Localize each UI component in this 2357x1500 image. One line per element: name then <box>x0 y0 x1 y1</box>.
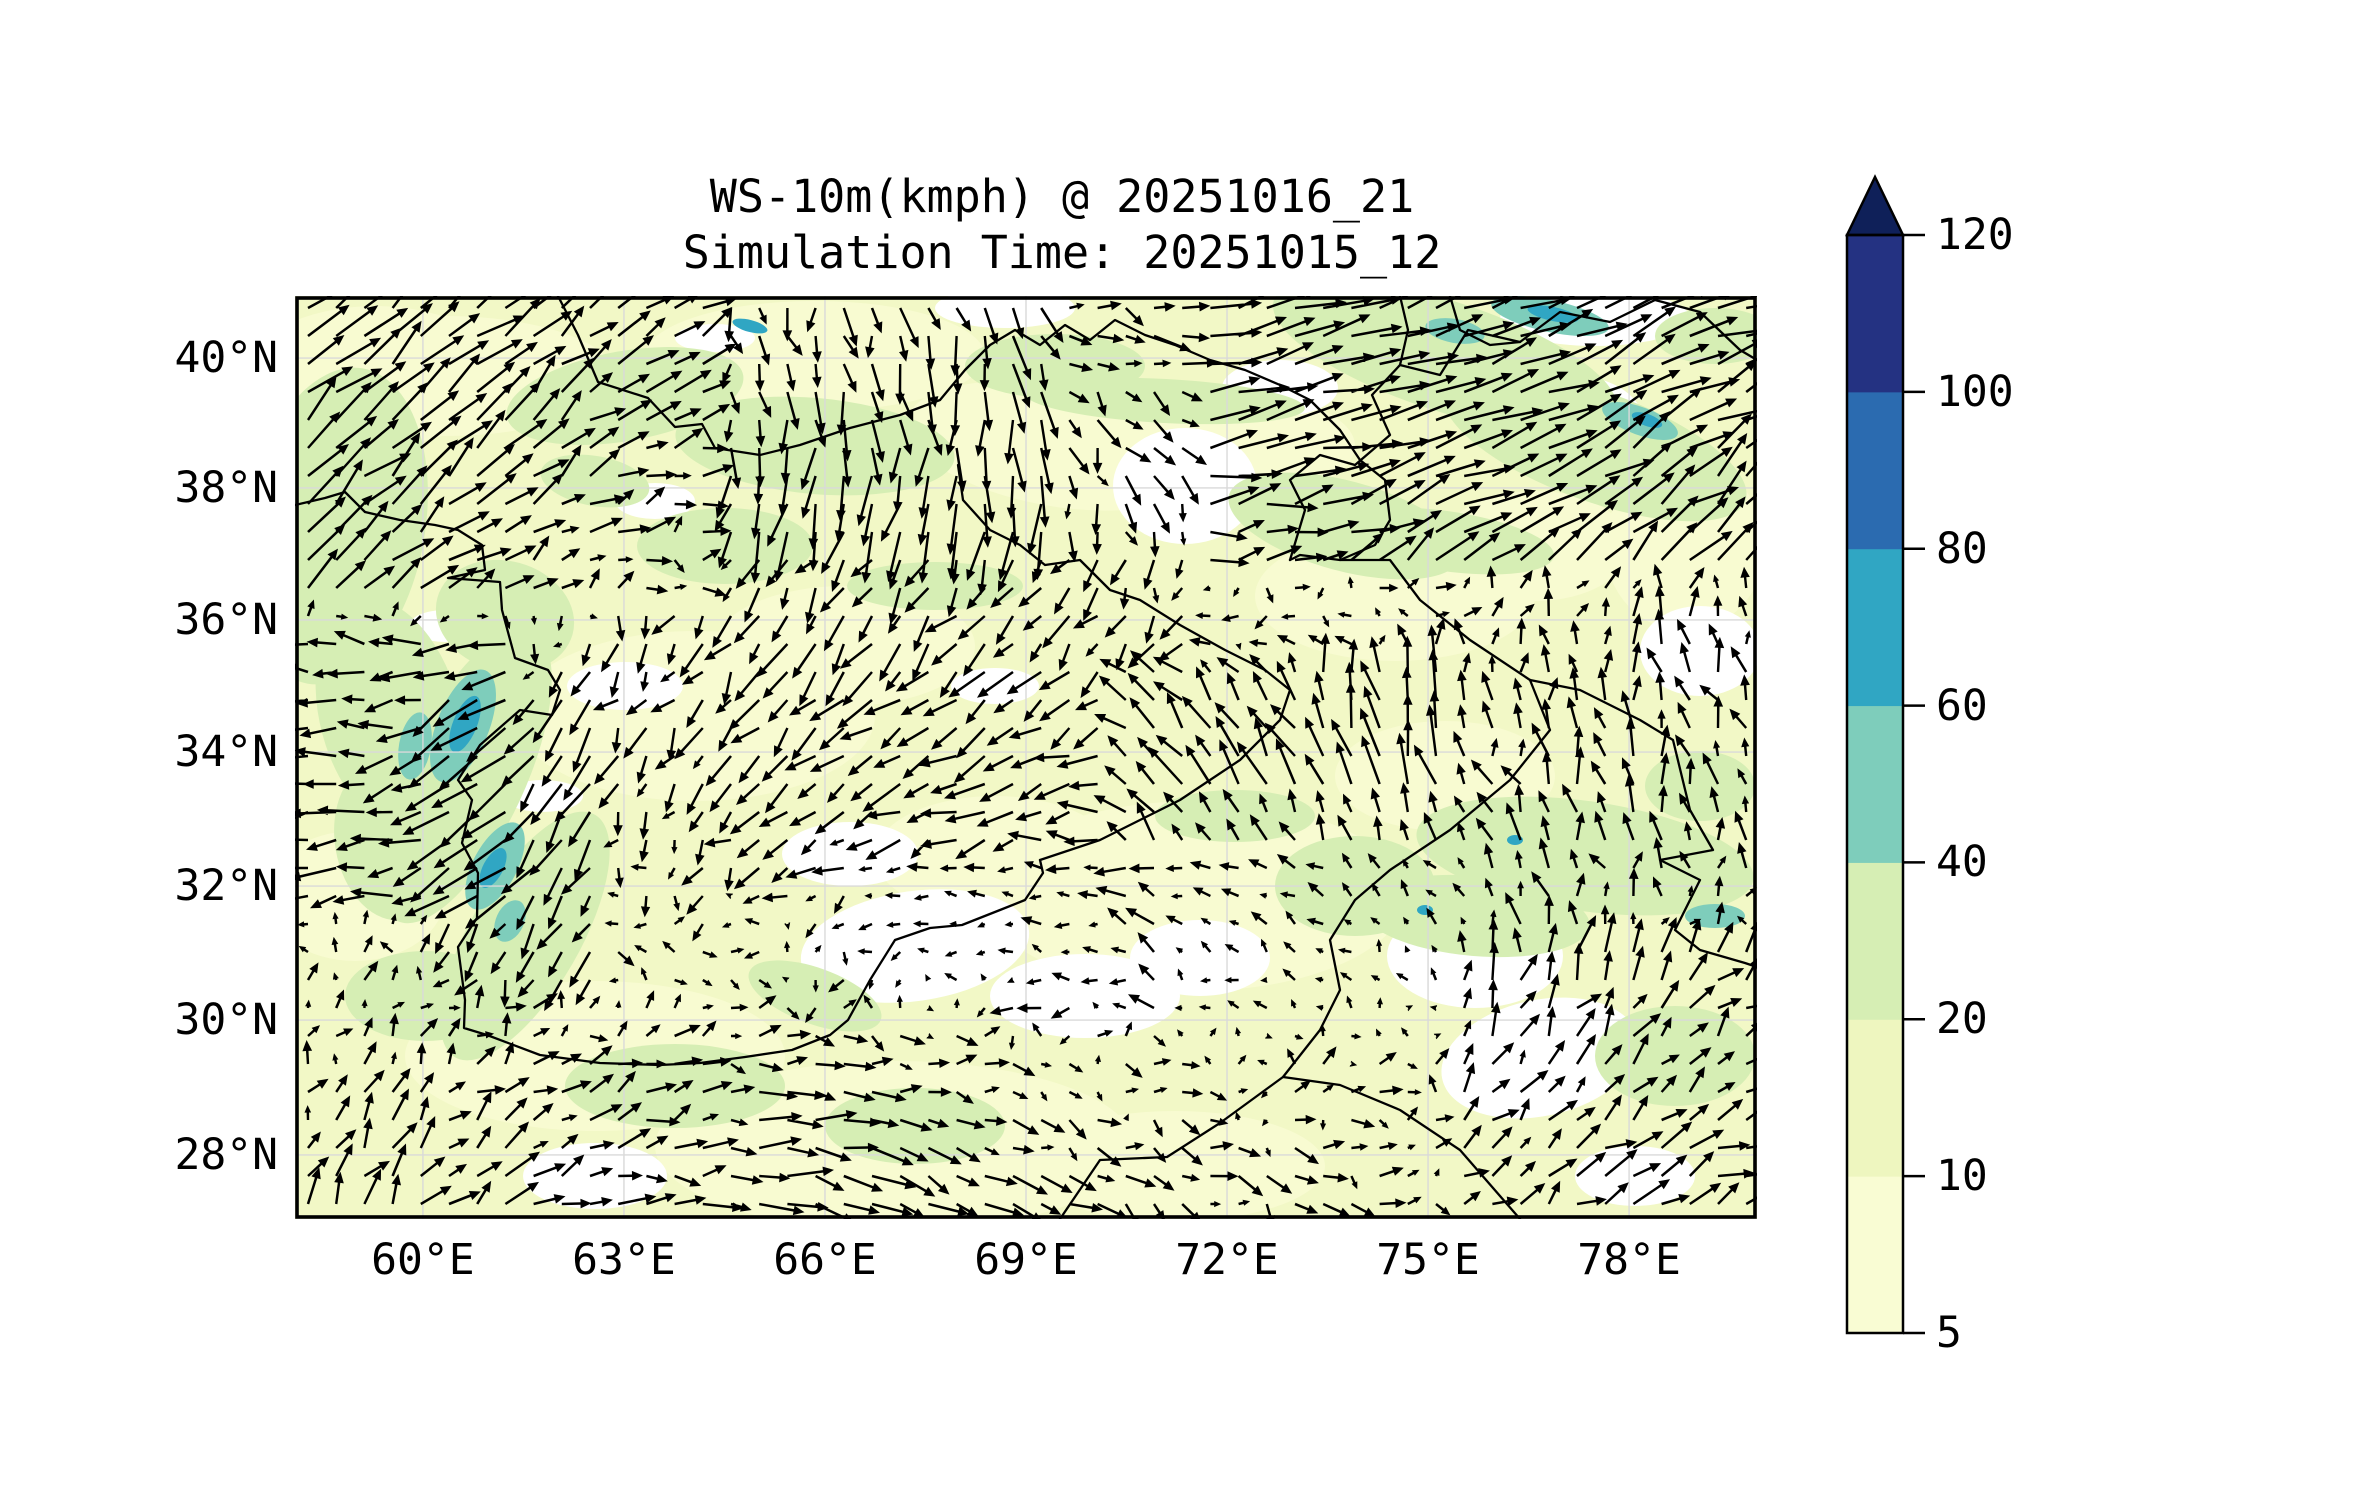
y-tick-label: 30°N <box>174 995 278 1046</box>
colorbar-tick-label: 100 <box>1936 366 2014 417</box>
wind-quiver-arrows <box>295 296 1757 1219</box>
x-tick-label: 63°E <box>572 1235 676 1285</box>
colorbar-segment <box>1847 705 1903 863</box>
map-plot <box>295 296 1757 1219</box>
chart-subtitle: Simulation Time: 20251015_12 <box>682 226 1442 279</box>
colorbar-segment <box>1847 391 1903 550</box>
colorbar-segment <box>1847 235 1903 393</box>
y-tick-label: 40°N <box>174 333 278 384</box>
colorbar-tick-label: 60 <box>1936 680 1988 731</box>
x-tick-label: 75°E <box>1376 1235 1480 1285</box>
colorbar-tick-label: 20 <box>1936 994 1988 1045</box>
colorbar-tick-label: 5 <box>1936 1308 1962 1358</box>
x-tick-label: 72°E <box>1175 1235 1279 1285</box>
y-tick-label: 38°N <box>174 462 278 513</box>
colorbar-tick-label: 120 <box>1936 210 2014 260</box>
colorbar-segment <box>1847 862 1903 1020</box>
colorbar <box>1845 174 1925 1335</box>
colorbar-tick-label: 40 <box>1936 837 1988 888</box>
x-tick-label: 69°E <box>974 1235 1078 1285</box>
colorbar-segment <box>1847 1176 1903 1334</box>
colorbar-segment <box>1847 548 1903 707</box>
colorbar-extend-arrow <box>1845 174 1905 237</box>
colorbar-tick-label: 80 <box>1936 523 1988 574</box>
colorbar-tick-label: 10 <box>1936 1151 1988 1202</box>
y-tick-label: 34°N <box>174 727 278 778</box>
chart-title: WS-10m(kmph) @ 20251016_21 <box>709 170 1415 223</box>
x-tick-label: 66°E <box>773 1235 877 1285</box>
y-tick-label: 32°N <box>174 861 278 912</box>
y-tick-label: 28°N <box>174 1129 278 1180</box>
y-tick-label: 36°N <box>174 594 278 645</box>
x-tick-label: 60°E <box>371 1235 475 1285</box>
colorbar-segment <box>1847 1019 1903 1177</box>
x-tick-label: 78°E <box>1577 1235 1681 1285</box>
